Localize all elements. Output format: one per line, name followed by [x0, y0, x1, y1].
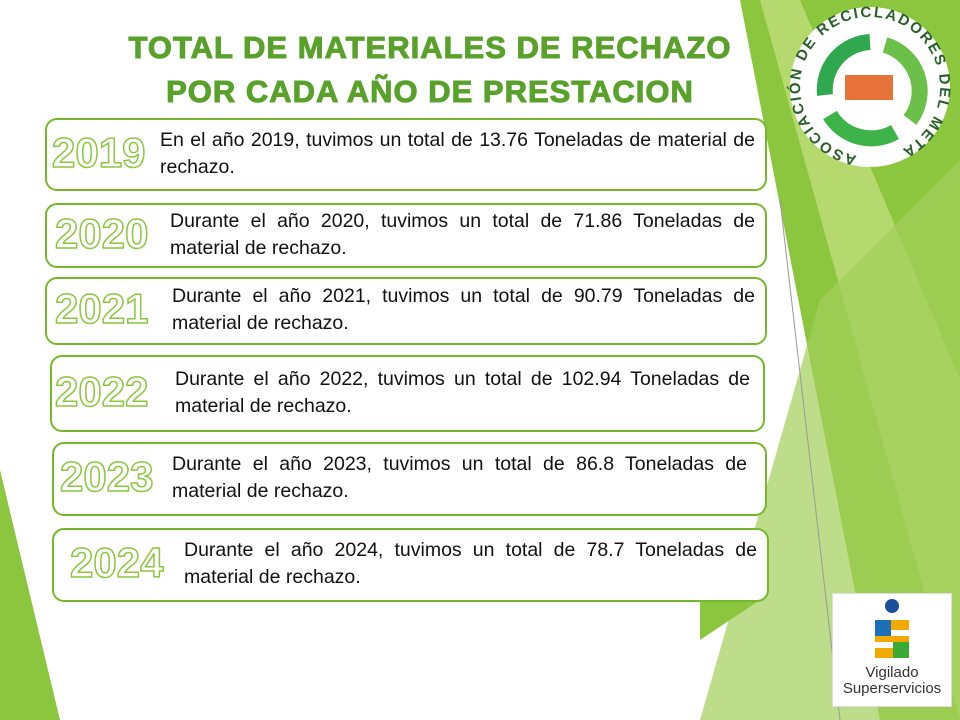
item-year: 2021	[54, 284, 149, 333]
item-year: 2020	[54, 209, 149, 258]
item-text: Durante el año 2023, tuvimos un total de…	[172, 453, 747, 502]
item-year: 2019	[51, 128, 146, 177]
item-box	[45, 118, 767, 191]
item-box	[52, 528, 769, 602]
badge-text: Superservicios	[842, 680, 942, 697]
item-box	[45, 203, 767, 268]
logo-arrow	[816, 34, 871, 96]
item-text: Durante el año 2024, tuvimos un total de…	[184, 539, 757, 588]
divider	[779, 199, 841, 720]
logo-arrow	[882, 37, 928, 125]
logo: ASOCIACIÓN DE RECICLADORES DEL META	[786, 4, 951, 169]
badge-text: Vigilado	[865, 664, 919, 681]
item-box	[52, 442, 767, 516]
item-box	[50, 355, 765, 432]
badge-icon	[875, 599, 909, 658]
item-text: En el año 2019, tuvimos un total de 13.7…	[160, 128, 755, 178]
item-year: 2022	[54, 367, 149, 416]
item-text: Durante el año 2021, tuvimos un total de…	[172, 285, 755, 334]
green-corner	[0, 470, 60, 720]
title-line: TOTAL DE MATERIALES DE RECHAZO	[128, 30, 732, 66]
item-year: 2023	[59, 452, 154, 501]
title-line: POR CADA AÑO DE PRESTACION	[166, 74, 694, 110]
item-text: Durante el año 2020, tuvimos un total de…	[170, 209, 755, 259]
badge: Vigilado Superservicios	[832, 593, 952, 707]
logo-arrow	[823, 110, 899, 147]
item-year: 2024	[69, 538, 164, 587]
item-text: Durante el año 2022, tuvimos un total de…	[175, 367, 750, 417]
item-box	[45, 277, 767, 345]
logo-icon	[845, 75, 893, 100]
